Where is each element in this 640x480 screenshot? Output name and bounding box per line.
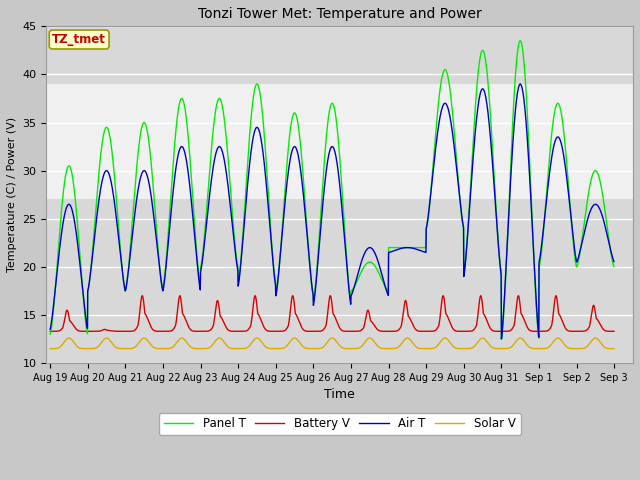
Solar V [561, 342, 568, 348]
Panel T [561, 137, 568, 143]
Battery V [610, 328, 618, 334]
Solar V [361, 339, 369, 345]
Battery V [46, 328, 54, 334]
Air T [496, 260, 504, 266]
Battery V [252, 293, 259, 299]
Panel T [496, 258, 504, 264]
Air T [348, 290, 356, 296]
Battery V [349, 328, 356, 334]
Air T [46, 326, 54, 332]
Line: Panel T: Panel T [50, 41, 614, 339]
Panel T [497, 336, 505, 342]
Air T [497, 336, 505, 342]
Legend: Panel T, Battery V, Air T, Solar V: Panel T, Battery V, Air T, Solar V [159, 413, 520, 435]
Line: Solar V: Solar V [50, 338, 614, 348]
Air T [516, 81, 524, 87]
Solar V [65, 335, 73, 341]
Panel T [46, 331, 54, 337]
Air T [204, 213, 211, 219]
Panel T [204, 198, 211, 204]
Air T [561, 159, 568, 165]
Line: Air T: Air T [50, 84, 614, 339]
Battery V [497, 328, 504, 334]
Solar V [204, 346, 211, 351]
Panel T [348, 287, 356, 293]
Solar V [576, 346, 584, 351]
Panel T [577, 248, 584, 254]
Bar [46, 84, 633, 200]
Title: Tonzi Tower Met: Temperature and Power: Tonzi Tower Met: Temperature and Power [198, 7, 481, 21]
X-axis label: Time: Time [324, 388, 355, 401]
Text: TZ_tmet: TZ_tmet [52, 33, 106, 46]
Air T [361, 251, 369, 256]
Air T [610, 259, 618, 264]
Panel T [516, 38, 524, 44]
Solar V [349, 346, 356, 351]
Panel T [361, 263, 369, 269]
Battery V [121, 328, 129, 334]
Line: Battery V: Battery V [50, 296, 614, 331]
Solar V [496, 346, 504, 351]
Panel T [610, 264, 618, 269]
Battery V [204, 328, 211, 334]
Battery V [561, 324, 568, 330]
Solar V [610, 346, 618, 351]
Battery V [361, 319, 369, 324]
Solar V [46, 346, 54, 351]
Y-axis label: Temperature (C) / Power (V): Temperature (C) / Power (V) [7, 117, 17, 272]
Battery V [577, 328, 584, 334]
Air T [577, 247, 584, 253]
